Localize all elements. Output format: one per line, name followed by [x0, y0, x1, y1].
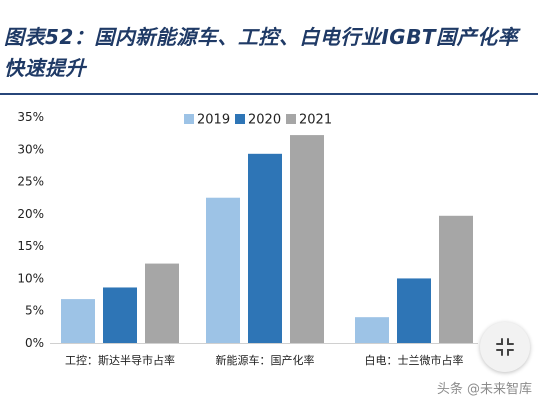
y-tick-label: 10%	[17, 271, 44, 285]
legend-swatch-2020	[235, 114, 245, 124]
x-category-label: 白电：士兰微市占率	[365, 353, 464, 367]
y-tick-label: 30%	[17, 142, 44, 156]
legend-label: 2021	[299, 113, 332, 128]
bar-2020-2	[248, 153, 282, 343]
y-tick-label: 25%	[17, 175, 44, 189]
x-axis: 工控：斯达半导市占率 新能源车：国产化率 白电：士兰微市占率	[50, 343, 478, 367]
legend-swatch-2019	[184, 114, 194, 124]
bar-2021-2	[290, 135, 324, 343]
bar-2020-1	[103, 287, 137, 343]
bar-2019-3	[355, 317, 389, 343]
title-divider	[0, 93, 538, 95]
x-category-label: 工控：斯达半导市占率	[65, 353, 175, 367]
y-tick-label: 5%	[25, 304, 44, 318]
y-tick-label: 0%	[25, 336, 44, 350]
bar-2019-1	[61, 299, 95, 343]
y-tick-label: 35%	[17, 110, 44, 124]
legend-swatch-2021	[286, 114, 296, 124]
expand-button[interactable]	[480, 322, 530, 372]
collapse-arrows-icon	[496, 338, 514, 356]
bar-2021-3	[439, 215, 473, 343]
legend: 2019 2020 2021	[184, 113, 332, 128]
x-category-label: 新能源车：国产化率	[216, 353, 315, 367]
y-tick-label: 20%	[17, 207, 44, 221]
watermark: 头条 @未来智库	[436, 382, 532, 397]
bar-2021-1	[145, 263, 179, 343]
legend-label: 2020	[248, 113, 281, 128]
bars	[61, 135, 473, 343]
legend-label: 2019	[197, 113, 230, 128]
y-axis: 0% 5% 10% 15% 20% 25% 30% 35%	[17, 110, 44, 350]
chart-title: 图表52：国内新能源车、工控、白电行业IGBT国产化率快速提升	[4, 25, 519, 80]
bar-2019-2	[206, 197, 240, 343]
bar-2020-3	[397, 278, 431, 343]
y-tick-label: 15%	[17, 239, 44, 253]
